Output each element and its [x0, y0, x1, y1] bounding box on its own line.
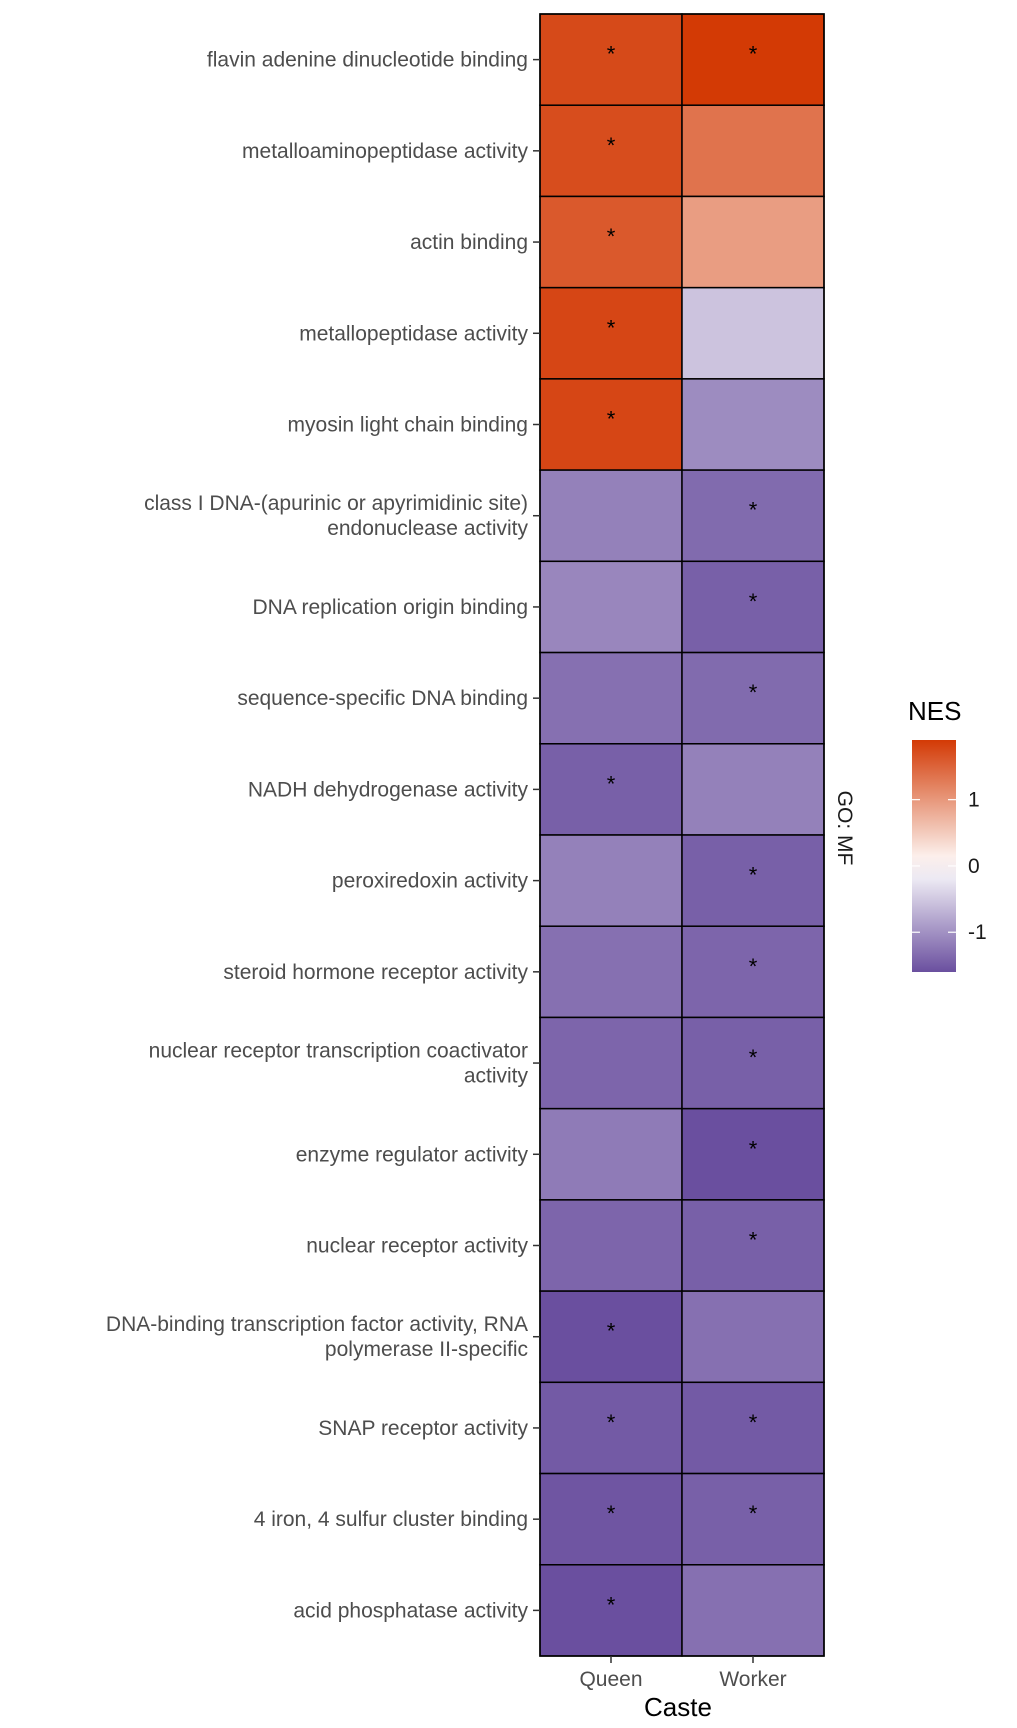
- significance-star: *: [607, 407, 616, 432]
- significance-star: *: [607, 1592, 616, 1617]
- legend-tick-label: 1: [968, 789, 980, 812]
- y-tick-label: steroid hormone receptor activity: [223, 961, 528, 984]
- facet-strip-label: GO: MF: [833, 791, 856, 866]
- heatmap-cell: [681, 743, 825, 836]
- significance-star: *: [749, 42, 758, 67]
- heatmap-cell: [539, 1472, 683, 1566]
- significance-star: *: [749, 1136, 758, 1161]
- significance-star: *: [749, 1410, 758, 1435]
- y-tick-label: nuclear receptor activity: [306, 1235, 528, 1258]
- y-tick-label: actin binding: [410, 231, 528, 254]
- significance-star: *: [749, 498, 758, 523]
- heatmap-cells: [539, 13, 825, 1657]
- heatmap-cell: [539, 1199, 683, 1292]
- heatmap-cell: [681, 104, 825, 198]
- heatmap-cell: [539, 1016, 683, 1110]
- heatmap-cell: [681, 1564, 825, 1657]
- heatmap-cell: [539, 834, 683, 927]
- heatmap-cell: [539, 925, 683, 1019]
- heatmap-cell: [681, 378, 825, 471]
- x-axis-title: Caste: [644, 1692, 712, 1722]
- heatmap-cell: [681, 1472, 825, 1566]
- heatmap-cell: [681, 560, 825, 654]
- significance-star: *: [607, 1319, 616, 1344]
- significance-star: *: [749, 1501, 758, 1526]
- heatmap-cell: [681, 925, 825, 1019]
- x-axis: Queen Worker: [579, 1656, 787, 1691]
- y-tick-label: 4 iron, 4 sulfur cluster binding: [254, 1508, 528, 1531]
- legend-tick-label: -1: [968, 921, 987, 944]
- significance-star: *: [749, 1228, 758, 1253]
- legend-tick-label: 0: [968, 855, 980, 878]
- heatmap-cell: [681, 1016, 825, 1110]
- y-axis-labels: flavin adenine dinucleotide binding metal…: [106, 49, 529, 1623]
- significance-star: *: [607, 315, 616, 340]
- y-tick-label: nuclear receptor transcription coactivat…: [149, 1040, 529, 1088]
- significance-star: *: [749, 863, 758, 888]
- heatmap-cell: [539, 286, 683, 380]
- heatmap-cell: [539, 195, 683, 289]
- y-tick-label: sequence-specific DNA binding: [237, 687, 528, 710]
- y-tick-label: class I DNA-(apurinic or apyrimidinic si…: [144, 492, 528, 540]
- y-tick-label: DNA replication origin binding: [253, 596, 529, 619]
- heatmap-cell: [539, 378, 683, 471]
- y-tick-label: metallopeptidase activity: [299, 322, 528, 345]
- y-tick-label: NADH dehydrogenase activity: [248, 778, 529, 801]
- legend-title: NES: [908, 696, 961, 726]
- panel-border: [539, 13, 825, 1657]
- heatmap-cell: [539, 1564, 683, 1657]
- heatmap-cell: [681, 1381, 825, 1475]
- significance-star: *: [607, 1501, 616, 1526]
- heatmap-cell: [539, 743, 683, 836]
- legend: NES 1 0 -1: [908, 696, 987, 972]
- heatmap-cell: [539, 13, 683, 106]
- y-tick-label: metalloaminopeptidase activity: [242, 140, 528, 163]
- y-tick-label: myosin light chain binding: [288, 414, 528, 437]
- y-tick-label: flavin adenine dinucleotide binding: [207, 49, 528, 72]
- significance-star: *: [607, 1410, 616, 1435]
- significance-star: *: [607, 133, 616, 158]
- heatmap-cell: [681, 13, 825, 106]
- heatmap-cell: [539, 104, 683, 198]
- significance-star: *: [607, 771, 616, 796]
- significance-star: *: [607, 42, 616, 67]
- significance-star: *: [749, 680, 758, 705]
- heatmap-cell: [539, 469, 683, 563]
- y-tick-label: enzyme regulator activity: [296, 1143, 529, 1166]
- legend-colorbar: [912, 740, 956, 972]
- y-tick-label: DNA-binding transcription factor activit…: [106, 1313, 528, 1361]
- x-tick-label: Worker: [719, 1668, 786, 1691]
- heatmap-cell: [681, 286, 825, 380]
- heatmap-cell: [681, 1107, 825, 1201]
- significance-markers: * * * * * * * * * * * * * * * * * * * * *: [607, 42, 758, 1618]
- heatmap-cell: [539, 651, 683, 745]
- x-tick-label: Queen: [579, 1668, 642, 1691]
- heatmap-cell: [539, 560, 683, 654]
- significance-star: *: [749, 589, 758, 614]
- heatmap-cell: [539, 1107, 683, 1201]
- significance-star: *: [749, 1045, 758, 1070]
- significance-star: *: [607, 224, 616, 249]
- y-axis-ticks: [533, 58, 540, 1612]
- heatmap-cell: [681, 1290, 825, 1384]
- y-tick-label: acid phosphatase activity: [293, 1599, 528, 1622]
- y-tick-label: peroxiredoxin activity: [332, 870, 529, 893]
- heatmap-cell: [681, 195, 825, 289]
- y-tick-label: SNAP receptor activity: [318, 1417, 528, 1440]
- significance-star: *: [749, 954, 758, 979]
